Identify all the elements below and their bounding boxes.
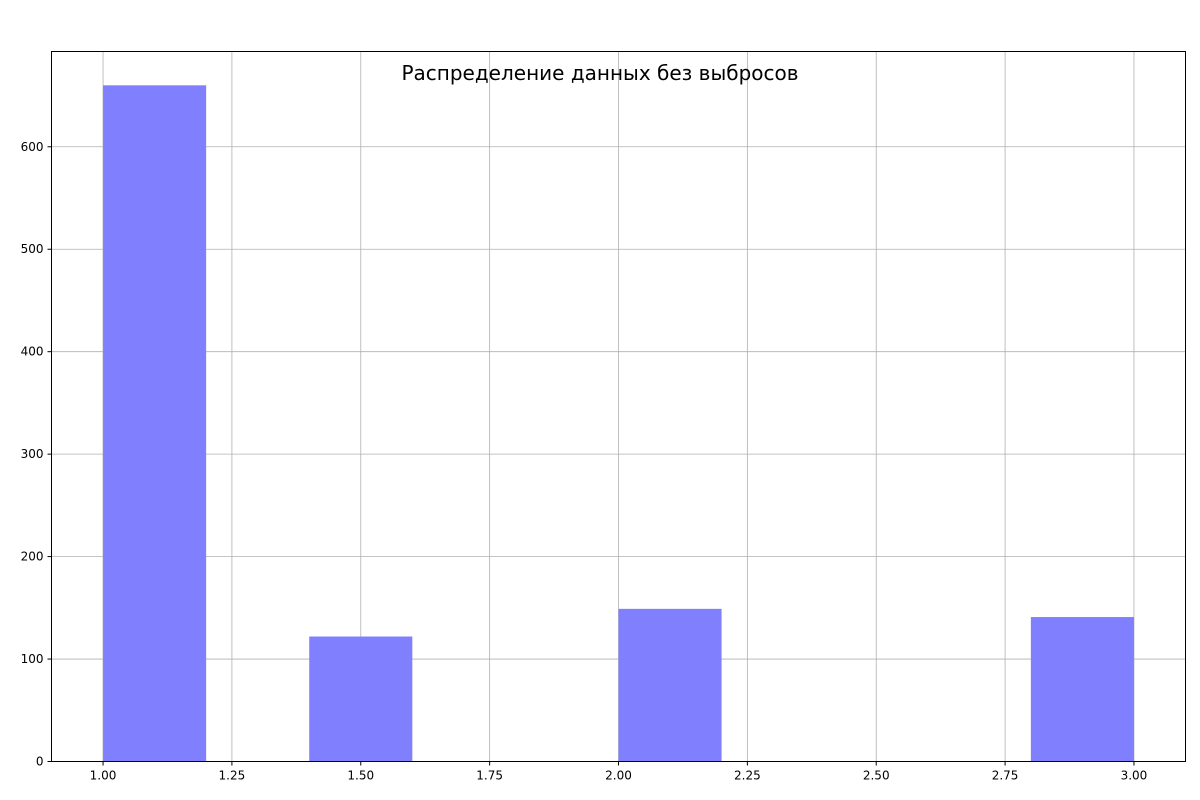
histogram-bar-2 <box>618 608 722 762</box>
x-tick-label-1: 1.25 <box>219 769 246 783</box>
y-tick-label-4: 400 <box>21 345 44 359</box>
y-tick-label-3: 300 <box>21 447 44 461</box>
x-tick-label-7: 2.75 <box>992 769 1019 783</box>
histogram-bar-1 <box>309 636 413 762</box>
chart-title: Распределение данных без выбросов <box>401 61 798 85</box>
y-tick-label-6: 600 <box>21 140 44 154</box>
y-tick-label-1: 100 <box>21 652 44 666</box>
x-tick-label-6: 2.50 <box>863 769 890 783</box>
y-axis-ticks: 0 100 200 300 400 500 600 <box>21 140 52 769</box>
x-axis-ticks: 1.00 1.25 1.50 1.75 2.00 2.25 2.50 2.75 3.00 <box>90 761 1148 783</box>
histogram-bar-3 <box>1030 617 1134 762</box>
x-tick-label-4: 2.00 <box>605 769 632 783</box>
x-tick-label-5: 2.25 <box>734 769 761 783</box>
x-tick-label-8: 3.00 <box>1121 769 1148 783</box>
y-tick-label-2: 200 <box>21 550 44 564</box>
grid-lines <box>51 51 1186 762</box>
x-tick-label-3: 1.75 <box>476 769 503 783</box>
y-tick-label-0: 0 <box>36 755 44 769</box>
x-tick-label-0: 1.00 <box>90 769 117 783</box>
histogram-bars <box>103 85 1134 762</box>
y-tick-label-5: 500 <box>21 242 44 256</box>
x-tick-label-2: 1.50 <box>347 769 374 783</box>
histogram-bar-0 <box>103 85 207 762</box>
